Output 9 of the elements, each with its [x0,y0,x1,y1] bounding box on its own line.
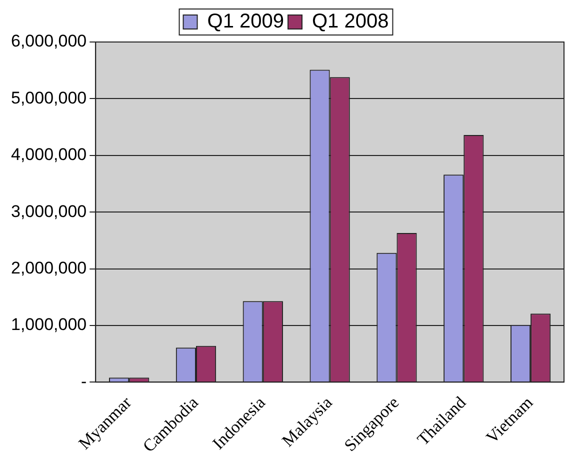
y-tick-label: 6,000,000 [10,32,87,51]
legend-label: Q1 2009 [207,10,284,33]
y-tick-label: 3,000,000 [10,202,87,221]
y-tick-label: 2,000,000 [10,258,87,278]
y-tick-label: 4,000,000 [10,145,87,164]
y-tick-label: 1,000,000 [10,315,87,334]
y-tick-label: - [80,372,87,391]
legend-label: Q1 2008 [312,10,389,33]
y-tick-label: 5,000,000 [10,88,87,108]
